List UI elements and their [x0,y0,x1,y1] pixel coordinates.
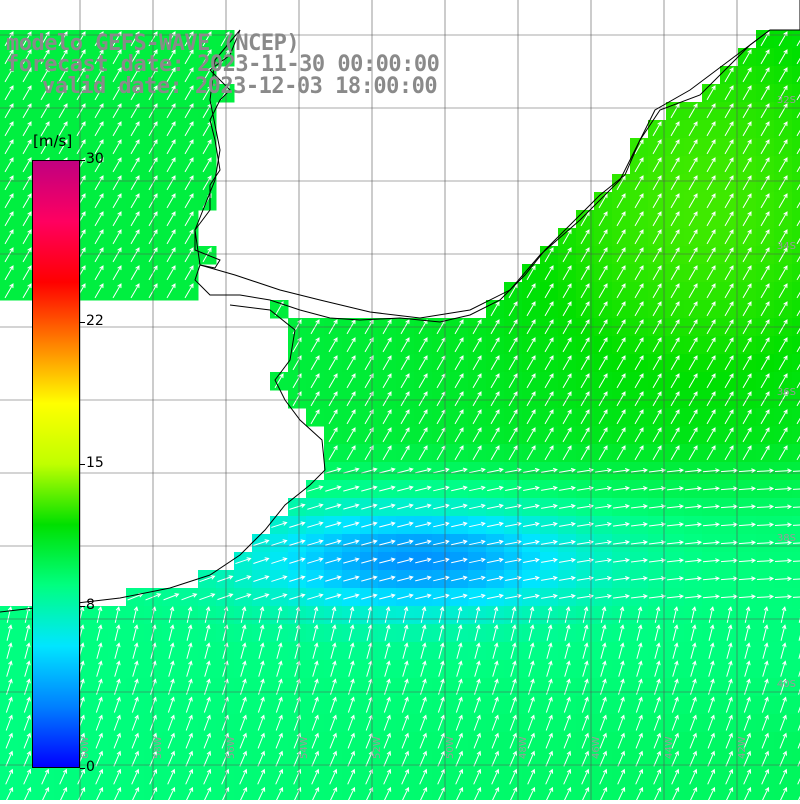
lon-label: 56W [226,736,237,759]
lon-label: 58W [153,736,164,759]
lat-label: 34S [776,241,796,252]
colorbar-unit: [m/s] [33,132,73,150]
colorbar-tickmark [80,322,85,324]
colorbar-tickmark [80,464,85,465]
border-line [194,29,771,319]
forecast-date: forecast date: 2023-11-30 00:00:00 [6,52,440,77]
colorbar-tick-label: 0 [86,759,95,775]
colorbar-tickmark [80,605,85,607]
lat-label: 32S [776,95,796,106]
lat-label: 40S [776,679,796,690]
colorbar-tickmark [80,768,85,769]
valid-date: valid date: 2023-12-03 18:00:00 [42,74,438,99]
lon-label: 44W [664,736,675,759]
lon-label: 50W [445,736,456,759]
model-title: modelo GEFS-WAVE (NCEP) [6,31,300,56]
lon-label: 42W [737,736,748,759]
lat-label: 38S [776,533,796,544]
lon-label: 48W [518,736,529,759]
wind-arrows [4,31,800,803]
lat-label: 36S [776,387,796,398]
wind-speed-field [0,30,800,804]
coastline-argentina [0,304,326,613]
colorbar-tick-label: 15 [86,455,104,471]
lon-label: 52W [372,736,383,759]
lon-label: 54W [299,736,310,759]
lon-label: 60W [80,736,91,759]
colorbar-gradient [32,160,80,768]
lon-label: 46W [591,736,602,759]
colorbar [32,160,80,768]
colorbar-tick-label: 8 [86,596,95,613]
colorbar-tickmark [80,160,85,161]
coastline-brazil-uruguay [194,0,800,323]
colorbar-tick-label: 22 [86,313,104,330]
colorbar-tick-label: 30 [86,151,104,167]
